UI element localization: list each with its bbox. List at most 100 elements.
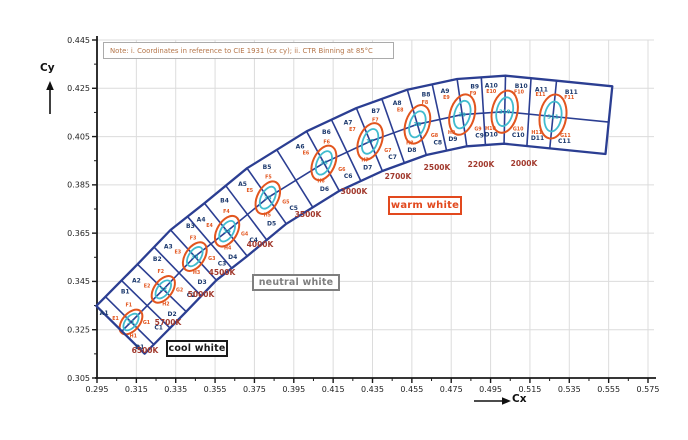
cct-label-2200K: 2200K xyxy=(468,160,496,169)
ellipse-5step xyxy=(118,308,144,336)
ellipse-3step xyxy=(543,100,563,133)
region-label-warm-white: warm white xyxy=(388,196,462,215)
bin-label-D3: D3 xyxy=(198,279,207,286)
bin-label-E7: E7 xyxy=(349,127,356,133)
x-tick-label: 0.455 xyxy=(400,385,423,394)
bin-center-divider xyxy=(548,80,558,149)
bin-center-divider xyxy=(406,89,428,156)
bin-label-C5: C5 xyxy=(289,205,298,212)
ellipse-3step xyxy=(495,96,515,127)
y-tick-label: 0.345 xyxy=(67,277,90,286)
bin-center-divider xyxy=(203,202,248,257)
bin-label-H7: H7 xyxy=(361,157,368,163)
cct-label-6500K: 6500K xyxy=(132,346,160,355)
bin-label-C4: C4 xyxy=(249,237,258,244)
bin-label-A6: A6 xyxy=(296,144,305,151)
bin-label-A3: A3 xyxy=(164,243,173,250)
ellipse-5step xyxy=(538,93,568,140)
bin-label-center-34: 34 xyxy=(223,229,231,235)
x-tick-label: 0.495 xyxy=(479,385,502,394)
bin-label-center-39: 39 xyxy=(458,112,466,118)
bin-label-C10: C10 xyxy=(512,132,525,139)
cct-label-3000K: 3000K xyxy=(341,187,369,196)
y-tick-label: 0.305 xyxy=(67,374,90,383)
bin-label-A2: A2 xyxy=(132,278,141,285)
bin-center-divider xyxy=(456,78,468,147)
bin-label-B1: B1 xyxy=(121,289,130,296)
bin-label-C3: C3 xyxy=(218,261,227,268)
region-label-cool-white: cool white xyxy=(166,340,228,357)
bin-label-D5: D5 xyxy=(267,221,276,228)
bin-label-center-33: 33 xyxy=(191,254,199,260)
x-tick-label: 0.375 xyxy=(243,385,266,394)
bin-label-E4: E4 xyxy=(206,223,213,229)
bin-label-E6: E6 xyxy=(303,151,310,157)
cct-label-3500K: 3500K xyxy=(295,210,323,219)
x-tick-label: 0.515 xyxy=(518,385,541,394)
ellipse-5step xyxy=(448,93,477,136)
cct-label-5000K: 5000K xyxy=(188,290,216,299)
bin-column-divider xyxy=(225,185,268,241)
bin-label-G9: G9 xyxy=(474,126,482,132)
bin-column-divider xyxy=(526,78,532,147)
y-tick-label: 0.325 xyxy=(67,326,90,335)
bin-label-G8: G8 xyxy=(431,133,439,139)
bin-label-H11: H11 xyxy=(531,130,542,136)
bin-center-divider xyxy=(355,107,384,172)
ellipse-5step xyxy=(150,275,176,304)
bin-column-divider xyxy=(431,84,448,151)
x-tick-label: 0.395 xyxy=(282,385,305,394)
bin-label-B10: B10 xyxy=(515,83,528,90)
ellipse-3step xyxy=(186,246,204,268)
bin-label-F3: F3 xyxy=(190,235,197,241)
y-tick-label: 0.425 xyxy=(67,84,90,93)
bin-label-F4: F4 xyxy=(223,209,230,215)
x-tick-label: 0.415 xyxy=(322,385,345,394)
bin-label-F6: F6 xyxy=(323,139,330,145)
bin-label-center-311: 311 xyxy=(547,114,559,120)
ellipse-5step xyxy=(356,122,384,161)
bin-label-C7: C7 xyxy=(388,154,397,161)
x-axis-title: Cx xyxy=(512,393,527,405)
ellipse-3step xyxy=(154,279,172,300)
y-tick-label: 0.445 xyxy=(67,36,90,45)
bin-label-B11: B11 xyxy=(565,89,578,96)
bin-label-H2: H2 xyxy=(162,302,169,308)
bin-label-G6: G6 xyxy=(338,167,346,173)
bin-label-E1: E1 xyxy=(112,316,119,322)
ellipse-5step xyxy=(403,104,432,145)
cct-label-4500K: 4500K xyxy=(209,268,237,277)
bin-label-E10: E10 xyxy=(486,89,497,95)
ellipse-3step xyxy=(122,312,140,332)
x-axis-arrow-icon xyxy=(474,397,511,405)
bin-center-divider xyxy=(246,167,287,225)
bin-label-H6: H6 xyxy=(317,179,325,185)
bin-column-divider xyxy=(381,98,406,164)
x-tick-label: 0.295 xyxy=(86,385,109,394)
ellipse-5step xyxy=(213,214,241,248)
bin-label-B2: B2 xyxy=(153,256,162,263)
bin-label-D4: D4 xyxy=(228,254,237,261)
ellipse-3step xyxy=(452,99,472,130)
bin-label-D6: D6 xyxy=(320,186,329,193)
ellipse-3step xyxy=(314,150,333,176)
bin-label-E3: E3 xyxy=(174,249,181,255)
cct-label-2500K: 2500K xyxy=(424,163,452,172)
bin-label-A5: A5 xyxy=(238,181,247,188)
note-text: Note: i. Coordinates in reference to CIE… xyxy=(110,46,373,55)
x-tick-label: 0.555 xyxy=(597,385,620,394)
bin-label-D7: D7 xyxy=(363,165,372,172)
bin-label-A7: A7 xyxy=(344,120,353,127)
bin-label-H8: H8 xyxy=(406,140,414,146)
bin-label-C6: C6 xyxy=(344,173,353,180)
bin-label-B8: B8 xyxy=(422,92,431,99)
bin-label-H1: H1 xyxy=(130,333,137,339)
bin-label-E8: E8 xyxy=(397,107,404,113)
bin-label-F1: F1 xyxy=(125,303,132,309)
bin-label-A1: A1 xyxy=(100,310,109,317)
bin-column-divider xyxy=(186,216,233,269)
bin-label-D10: D10 xyxy=(485,131,498,138)
bin-label-center-37: 37 xyxy=(366,139,374,145)
bin-column-divider xyxy=(330,119,362,182)
